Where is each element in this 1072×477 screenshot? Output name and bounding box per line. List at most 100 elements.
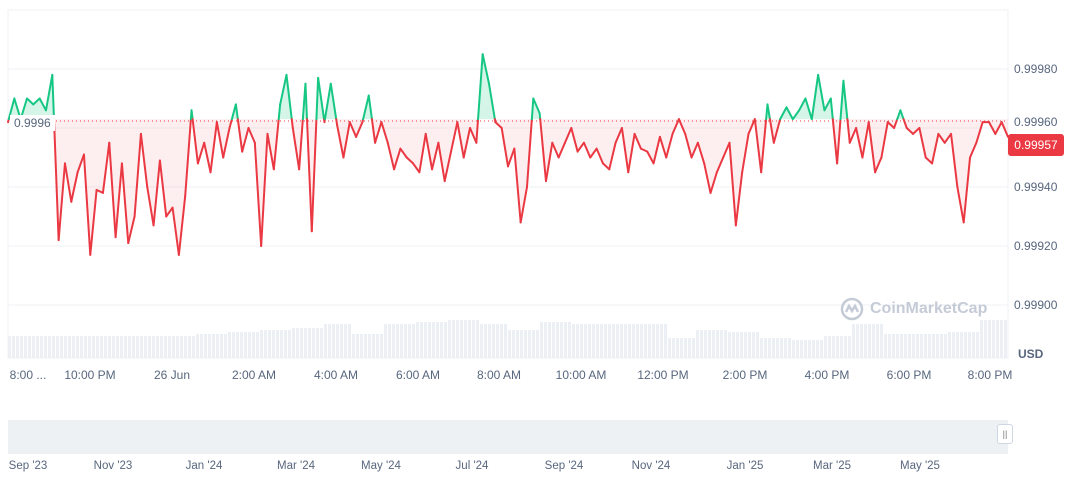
volume-bar (564, 322, 567, 358)
price-line-segment (810, 73, 820, 121)
area-segment (590, 119, 597, 158)
volume-bar (272, 330, 275, 358)
x-tick-label: 26 Jun (153, 368, 191, 382)
volume-bar (664, 324, 667, 358)
volume-bar (680, 338, 683, 358)
volume-bar (604, 324, 607, 358)
volume-bar (388, 324, 391, 358)
price-line-segment (95, 188, 104, 194)
price-line-segment (469, 127, 478, 144)
watermark-text: CoinMarketCap (870, 300, 988, 317)
area-segment (128, 119, 135, 244)
volume-bar (580, 324, 583, 358)
volume-bar (280, 330, 283, 358)
price-line-segment (228, 118, 233, 129)
navigator-tick-label: May '24 (361, 460, 401, 472)
price-line-segment (177, 194, 187, 256)
price-line-segment (386, 141, 396, 171)
area-segment (944, 119, 952, 143)
price-line-segment (595, 147, 604, 165)
volume-bar (824, 336, 827, 358)
area-segment (90, 119, 97, 255)
price-line-segment (791, 109, 801, 121)
volume-bar (32, 336, 35, 358)
volume-bar (412, 324, 415, 358)
price-line-segment (658, 135, 668, 159)
area-segment (197, 119, 205, 164)
volume-bar (104, 336, 107, 358)
volume-bar (992, 320, 995, 358)
volume-bar (492, 324, 495, 358)
price-line-segment (741, 132, 750, 174)
volume-bar (344, 324, 347, 358)
volume-bar (696, 330, 699, 358)
volume-bar (368, 334, 371, 358)
price-line-segment (931, 132, 940, 165)
volume-bar (408, 324, 411, 358)
area-segment (147, 119, 154, 226)
volume-bar (548, 322, 551, 358)
y-tick-label: 0.99900 (1014, 298, 1058, 312)
price-line-segment (279, 73, 288, 106)
volume-bar (316, 328, 319, 358)
volume-bar (128, 336, 131, 358)
area-segment (735, 119, 743, 226)
price-line-segment (266, 132, 275, 171)
volume-bar (392, 324, 395, 358)
price-line-segment (823, 97, 832, 112)
volume-bar (552, 322, 555, 358)
volume-bar (20, 336, 23, 358)
area-segment (432, 119, 439, 170)
price-line-segment (532, 97, 541, 115)
volume-bar (312, 328, 315, 358)
volume-bar (268, 330, 271, 358)
volume-bar (856, 324, 859, 358)
volume-bar (456, 320, 459, 358)
price-line-segment (1000, 121, 1009, 138)
volume-bar (624, 324, 627, 358)
price-line-segment (627, 132, 636, 174)
volume-bar (916, 334, 919, 358)
volume-bar (948, 332, 951, 358)
volume-bar (332, 324, 335, 358)
volume-bar (168, 336, 171, 358)
volume-bar (956, 332, 959, 358)
volume-bar (364, 334, 367, 358)
volume-bar (204, 334, 207, 358)
volume-bar (372, 334, 375, 358)
area-segment (906, 119, 914, 134)
price-line-segment (639, 147, 649, 153)
x-tick-label: 8:00 AM (476, 368, 522, 382)
volume-bar (944, 334, 947, 358)
navigator-handle[interactable]: || (997, 424, 1013, 444)
range-navigator[interactable] (8, 420, 1008, 454)
volume-bar (228, 332, 231, 358)
price-line-segment (393, 147, 402, 171)
volume-bar (996, 320, 999, 358)
volume-bar (96, 336, 99, 358)
volume-bar (144, 336, 147, 358)
price-line-segment (880, 121, 889, 159)
volume-bar (196, 334, 199, 358)
price-line-segment (988, 121, 997, 135)
price-line-segment (500, 127, 509, 168)
price-line-segment (374, 121, 383, 144)
volume-bar (932, 334, 935, 358)
area-segment (444, 119, 452, 182)
volume-bar (300, 328, 303, 358)
volume-bar (500, 324, 503, 358)
price-line-segment (570, 127, 579, 153)
price-line-segment (671, 118, 680, 135)
volume-bar (352, 334, 355, 358)
volume-bar (320, 328, 323, 358)
volume-bar (868, 324, 871, 358)
volume-bar (600, 324, 603, 358)
volume-bar (828, 336, 831, 358)
price-line-segment (32, 97, 41, 106)
volume-bar (28, 336, 31, 358)
area-segment (39, 98, 46, 120)
coinmarketcap-logo-icon (840, 297, 864, 321)
price-line-segment (975, 121, 984, 144)
price-line-segment (519, 186, 528, 224)
volume-bar (756, 332, 759, 358)
